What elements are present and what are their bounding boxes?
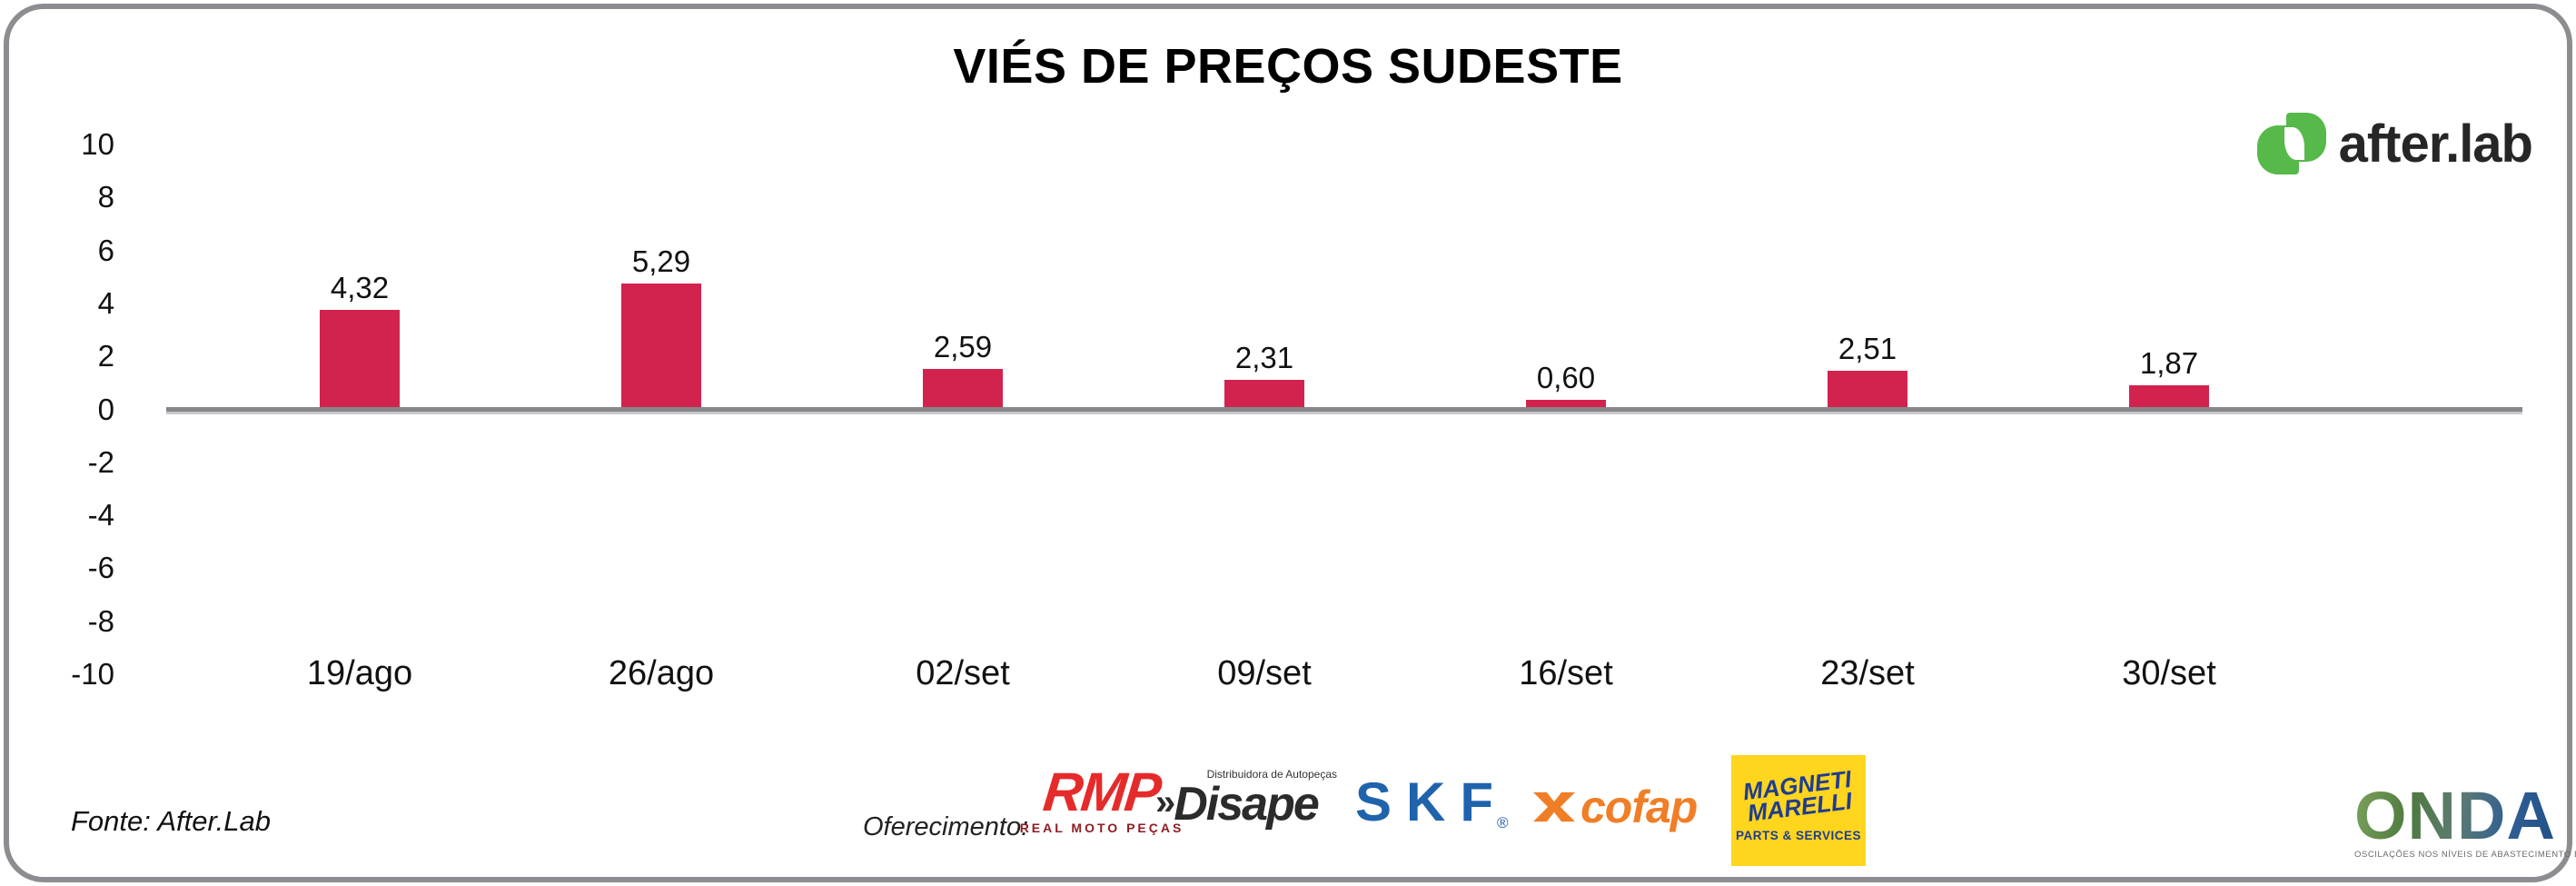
cofap-logo: cofap	[1533, 781, 1698, 832]
y-axis-tick-label: -6	[87, 551, 114, 585]
bar	[2129, 385, 2209, 407]
onda-wordmark: ONDA	[2354, 782, 2560, 850]
rmp-subtitle: REAL MOTO PEÇAS	[1019, 821, 1184, 835]
zero-axis-line	[166, 407, 2522, 414]
cofap-x-icon	[1533, 791, 1575, 822]
y-axis-tick-label: -4	[87, 498, 114, 533]
x-axis-tick-label: 30/set	[2122, 654, 2216, 692]
y-axis-tick-label: 8	[97, 180, 114, 214]
bar-value-label: 4,32	[330, 271, 390, 304]
rmp-wordmark: RMP	[1040, 762, 1164, 822]
bar-value-label: 1,87	[2139, 346, 2199, 380]
bar	[1526, 400, 1606, 407]
bar-value-label: 2,59	[933, 330, 993, 363]
afterlab-logo: after.lab	[2256, 111, 2533, 176]
rmp-logo: RMP REAL MOTO PEÇAS	[1016, 762, 1188, 835]
chart-title: VIÉS DE PREÇOS SUDESTE	[953, 39, 1623, 94]
y-axis-tick-label: -2	[87, 444, 114, 479]
y-axis-tick-label: -8	[87, 603, 114, 638]
afterlab-wordmark: after.lab	[2338, 114, 2533, 174]
bar-value-label: 5,29	[631, 244, 691, 278]
y-axis-tick-label: 0	[97, 392, 114, 426]
disape-chevrons-icon: »	[1155, 782, 1175, 822]
skf-logo: SKF®	[1355, 774, 1509, 832]
magneti-marelli-logo: MAGNETI MARELLI PARTS & SERVICES	[1731, 755, 1866, 866]
x-axis-tick-label: 09/set	[1217, 654, 1312, 692]
x-axis-tick-label: 16/set	[1519, 654, 1613, 692]
magneti-marelli-wordmark: MAGNETI MARELLI	[1741, 764, 1854, 827]
x-axis-tick-label: 19/ago	[306, 654, 413, 692]
disape-wordmark: »Disape	[1155, 778, 1320, 831]
skf-registered-mark: ®	[1497, 814, 1509, 831]
sponsor-label: Oferecimento:	[863, 812, 1029, 841]
bar	[621, 284, 701, 407]
afterlab-leaf-icon	[2256, 111, 2326, 176]
skf-wordmark: SKF	[1355, 772, 1508, 832]
disape-subtitle: Distribuidora de Autopeças	[1206, 768, 1337, 781]
bar	[1224, 380, 1304, 407]
bar	[320, 310, 400, 407]
y-axis-tick-label: 10	[81, 127, 114, 161]
disape-logo: Distribuidora de Autopeças »Disape	[1155, 768, 1337, 830]
y-axis-tick-label: 6	[97, 233, 114, 267]
y-axis-tick-label: 2	[97, 339, 114, 373]
onda-logo: ONDA OSCILAÇÕES NOS NÍVEIS DE ABASTECIME…	[2354, 782, 2576, 861]
bar-value-label: 2,31	[1234, 341, 1294, 374]
bar	[923, 369, 1003, 407]
bar-value-label: 0,60	[1536, 361, 1596, 394]
onda-tagline: OSCILAÇÕES NOS NÍVEIS DE ABASTECIMENTO E…	[2354, 850, 2576, 860]
y-axis-tick-label: 4	[97, 285, 114, 320]
x-axis-tick-label: 26/ago	[608, 654, 715, 692]
x-axis-tick-label: 02/set	[916, 654, 1010, 692]
cofap-wordmark: cofap	[1580, 781, 1698, 832]
chart-canvas	[4, 4, 2572, 882]
bar-value-label: 2,51	[1838, 332, 1897, 365]
magneti-marelli-subtitle: PARTS & SERVICES	[1735, 828, 1862, 842]
y-axis-tick-label: -10	[71, 657, 114, 691]
bar	[1828, 371, 1907, 407]
x-axis-tick-label: 23/set	[1820, 654, 1915, 692]
source-note: Fonte: After.Lab	[71, 805, 271, 837]
